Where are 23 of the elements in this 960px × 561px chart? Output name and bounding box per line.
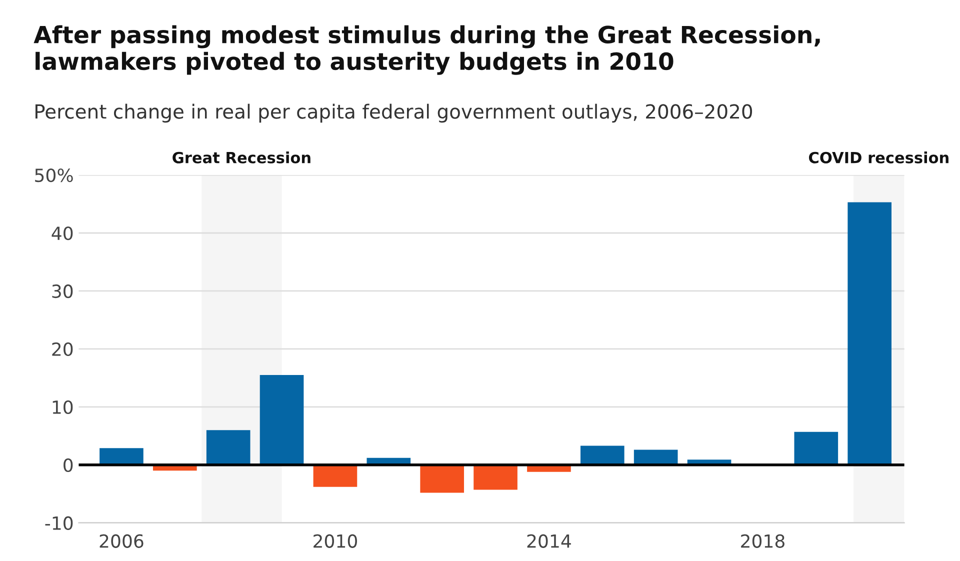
y-tick-label: 40 xyxy=(52,226,73,240)
bar xyxy=(420,464,464,493)
y-tick-label: 10 xyxy=(52,400,73,414)
x-tick-label: 2018 xyxy=(741,534,784,548)
bar xyxy=(794,432,838,465)
band-label: COVID recession xyxy=(808,152,948,164)
chart-title: After passing modest stimulus during the Great Recession, lawmakers pivoted to austerity budgets in 2010 xyxy=(34,25,820,75)
bar xyxy=(100,448,144,465)
y-tick-label: 50% xyxy=(35,168,73,182)
bar xyxy=(474,464,518,490)
bar xyxy=(206,430,250,465)
bar xyxy=(313,464,358,487)
y-tick-label: 30 xyxy=(52,284,73,298)
y-tick-label: 20 xyxy=(52,342,73,356)
bar xyxy=(260,375,304,465)
bar xyxy=(580,446,624,465)
y-tick-label: 0 xyxy=(64,458,73,472)
x-tick-label: 2014 xyxy=(527,534,571,548)
band-label: Great Recession xyxy=(172,152,310,164)
chart-subtitle: Percent change in real per capita federal government outlays, 2006–2020 xyxy=(36,104,752,123)
y-tick-label: -10 xyxy=(45,516,73,530)
x-tick-label: 2006 xyxy=(100,534,144,548)
x-tick-label: 2010 xyxy=(314,534,357,548)
